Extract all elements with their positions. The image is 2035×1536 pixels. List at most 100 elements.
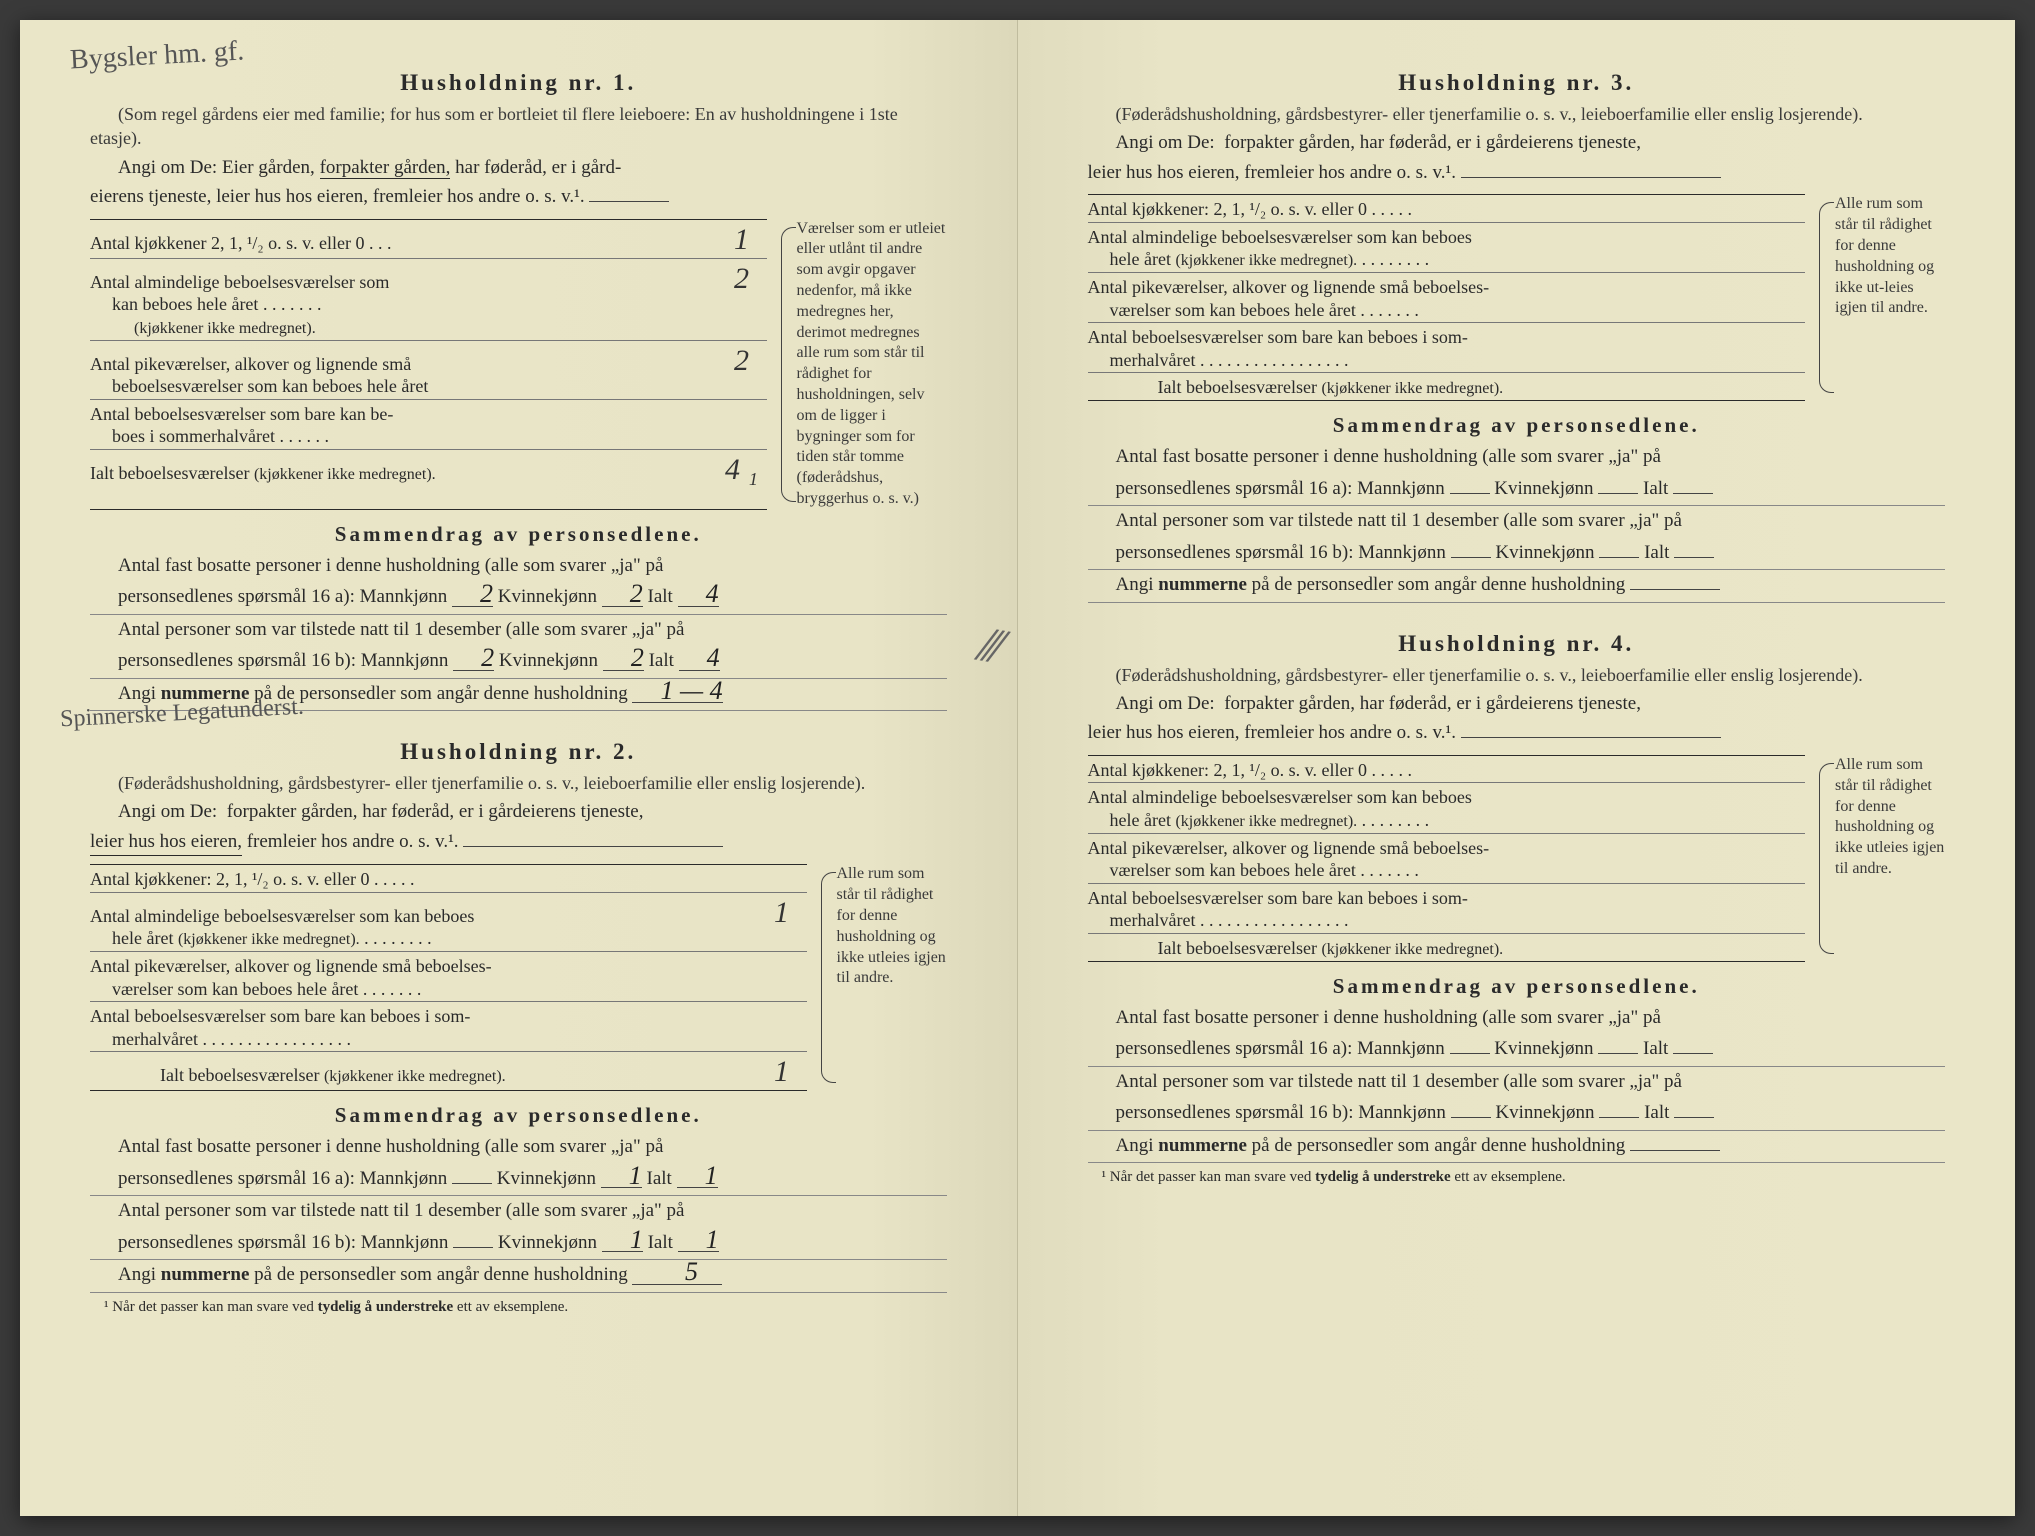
right-page: Husholdning nr. 3. (Føderådshusholdning,…: [1018, 20, 2016, 1516]
h1-sum-line2: personsedlenes spørsmål 16 a): Mannkjønn…: [90, 582, 947, 614]
h3-k1: [1598, 493, 1638, 494]
h1-i1: 4: [678, 582, 719, 606]
h2-rows: Antal kjøkkener: 2, 1, ¹/₂ o. s. v. elle…: [90, 864, 807, 1091]
row-label: Antal pikeværelser, alkover og lignende …: [1088, 837, 1756, 882]
row-label: Antal almindelige beboelsesværelser som …: [90, 271, 717, 339]
h4-sum-num: Angi nummerne på de personsedler som ang…: [1088, 1131, 1946, 1163]
row-label: Ialt beboelsesværelser (kjøkkener ikke m…: [90, 462, 717, 485]
h4-m1: [1450, 1053, 1490, 1054]
row-label: Antal almindelige beboelsesværelser som …: [1088, 226, 1756, 272]
h3-i1: [1673, 493, 1713, 494]
h3-sum-line4: personsedlenes spørsmål 16 b): Mannkjønn…: [1088, 538, 1946, 570]
angi-blank: [589, 181, 669, 202]
h1-sum-line3: Antal personer som var tilstede natt til…: [90, 615, 947, 646]
h4-title: Husholdning nr. 4.: [1088, 631, 1946, 657]
h4-sum-line3: Antal personer som var tilstede natt til…: [1088, 1067, 1946, 1098]
h4-rows-block: Antal kjøkkener: 2, 1, ¹/₂ o. s. v. elle…: [1088, 755, 1946, 962]
h2-row-ialt: Ialt beboelsesværelser (kjøkkener ikke m…: [90, 1051, 807, 1090]
h1-sum-line4: personsedlenes spørsmål 16 b): Mannkjønn…: [90, 646, 947, 678]
row-label: Antal pikeværelser, alkover og lignende …: [1088, 276, 1756, 321]
h2-i2: 1: [678, 1228, 719, 1252]
h1-row-pike: Antal pikeværelser, alkover og lignende …: [90, 340, 767, 399]
row-label: Antal pikeværelser, alkover og lignende …: [90, 353, 717, 398]
h1-alm-val: 2: [717, 262, 767, 296]
h3-num: [1630, 589, 1720, 590]
h3-i2: [1674, 557, 1714, 558]
h3-m1: [1450, 493, 1490, 494]
angi-forpakter-underlined: forpakter gården,: [320, 157, 451, 179]
h4-row-kjok: Antal kjøkkener: 2, 1, ¹/₂ o. s. v. elle…: [1088, 755, 1806, 783]
h2-sum-line2: personsedlenes spørsmål 16 a): Mannkjønn…: [90, 1164, 947, 1196]
h2-sum-line1: Antal fast bosatte personer i denne hush…: [90, 1132, 947, 1163]
h4-sidebar: Alle rum som står til rådighet for denne…: [1815, 755, 1945, 962]
h2-sum-num: Angi nummerne på de personsedler som ang…: [90, 1260, 947, 1292]
row-label: Antal pikeværelser, alkover og lignende …: [90, 955, 757, 1000]
h2-row-sommer: Antal beboelsesværelser som bare kan beb…: [90, 1001, 807, 1051]
h4-k1: [1598, 1053, 1638, 1054]
row-label: Antal beboelsesværelser som bare kan beb…: [90, 1005, 757, 1050]
h4-subtext: (Føderådshusholdning, gårdsbestyrer- ell…: [1088, 663, 1946, 687]
h3-k2: [1599, 557, 1639, 558]
h1-m2: 2: [453, 646, 494, 670]
angi-harfode: har føderåd, er i gård-: [455, 157, 621, 178]
h2-num: 5: [632, 1260, 722, 1284]
h1-num: 1 — 4: [632, 679, 722, 703]
h2-k2: 1: [602, 1228, 643, 1252]
h2-angi: Angi om De: forpakter gården, har føderå…: [90, 799, 947, 856]
h2-k1: 1: [601, 1164, 642, 1188]
h4-sum-line1: Antal fast bosatte personer i denne hush…: [1088, 1003, 1946, 1034]
h4-k2: [1599, 1117, 1639, 1118]
h4-summary-heading: Sammendrag av personsedlene.: [1088, 974, 1946, 999]
h1-ialt-val: 4 ₁: [717, 453, 767, 487]
h3-sum-num: Angi nummerne på de personsedler som ang…: [1088, 570, 1946, 602]
h1-sum-line1: Antal fast bosatte personer i denne hush…: [90, 551, 947, 582]
h3-subtext: (Føderådshusholdning, gårdsbestyrer- ell…: [1088, 102, 1946, 126]
h1-pike-val: 2: [717, 344, 767, 378]
h2-subtext: (Føderådshusholdning, gårdsbestyrer- ell…: [90, 771, 947, 795]
h3-sum-line3: Antal personer som var tilstede natt til…: [1088, 506, 1946, 537]
row-label: Antal kjøkkener: 2, 1, ¹/₂ o. s. v. elle…: [1088, 759, 1756, 782]
h4-num: [1630, 1150, 1720, 1151]
h2-sum-line3: Antal personer som var tilstede natt til…: [90, 1196, 947, 1227]
h3-angi: Angi om De: forpakter gården, har føderå…: [1088, 130, 1946, 186]
row-label: Antal almindelige beboelsesværelser som …: [1088, 786, 1756, 832]
row-label: Antal beboelsesværelser som bare kan beb…: [1088, 326, 1756, 371]
row-label: Antal beboelsesværelser som bare kan be-…: [90, 403, 717, 448]
row-label: Ialt beboelsesværelser (kjøkkener ikke m…: [1088, 376, 1756, 399]
row-label: Ialt beboelsesværelser (kjøkkener ikke m…: [90, 1064, 757, 1087]
h1-i2: 4: [679, 646, 720, 670]
h4-row-ialt: Ialt beboelsesværelser (kjøkkener ikke m…: [1088, 933, 1806, 961]
slash-annotation: ///: [974, 614, 1001, 674]
h2-row-kjok: Antal kjøkkener: 2, 1, ¹/₂ o. s. v. elle…: [90, 864, 807, 892]
h4-row-sommer: Antal beboelsesværelser som bare kan beb…: [1088, 883, 1806, 933]
h2-rows-block: Antal kjøkkener: 2, 1, ¹/₂ o. s. v. elle…: [90, 864, 947, 1091]
h3-row-sommer: Antal beboelsesværelser som bare kan beb…: [1088, 322, 1806, 372]
h1-title: Husholdning nr. 1.: [90, 70, 947, 96]
angi-blank: [1461, 157, 1721, 178]
h3-title: Husholdning nr. 3.: [1088, 70, 1946, 96]
row-label: Ialt beboelsesværelser (kjøkkener ikke m…: [1088, 937, 1756, 960]
h1-m1: 2: [452, 582, 493, 606]
row-label: Antal kjøkkener: 2, 1, ¹/₂ o. s. v. elle…: [90, 868, 757, 891]
h2-summary-heading: Sammendrag av personsedlene.: [90, 1103, 947, 1128]
h2-row-pike: Antal pikeværelser, alkover og lignende …: [90, 951, 807, 1001]
h3-row-ialt: Ialt beboelsesværelser (kjøkkener ikke m…: [1088, 372, 1806, 400]
h1-row-ialt: Ialt beboelsesværelser (kjøkkener ikke m…: [90, 449, 767, 488]
h1-k2: 2: [603, 646, 644, 670]
h4-angi: Angi om De: forpakter gården, har føderå…: [1088, 691, 1946, 747]
h4-row-pike: Antal pikeværelser, alkover og lignende …: [1088, 833, 1806, 883]
h1-sidebar: Værelser som er utleiet eller utlånt til…: [777, 219, 947, 510]
footnote-left: ¹ Når det passer kan man svare ved tydel…: [90, 1299, 947, 1316]
document-spread: Bygsler hm. gf. /// Husholdning nr. 1. (…: [20, 20, 2015, 1516]
h4-m2: [1451, 1117, 1491, 1118]
h3-summary-heading: Sammendrag av personsedlene.: [1088, 413, 1946, 438]
h1-row-kjok: Antal kjøkkener 2, 1, ¹/₂ o. s. v. eller…: [90, 219, 767, 258]
h1-kjok-val: 1: [717, 223, 767, 257]
angi-blank: [463, 826, 723, 847]
household-2: Husholdning nr. 2. (Føderådshusholdning,…: [90, 739, 947, 1316]
h3-sum-line2: personsedlenes spørsmål 16 a): Mannkjønn…: [1088, 474, 1946, 506]
h4-i2: [1674, 1117, 1714, 1118]
h4-rows: Antal kjøkkener: 2, 1, ¹/₂ o. s. v. elle…: [1088, 755, 1806, 962]
h1-row-alm: Antal almindelige beboelsesværelser som …: [90, 258, 767, 340]
h1-k1: 2: [602, 582, 643, 606]
